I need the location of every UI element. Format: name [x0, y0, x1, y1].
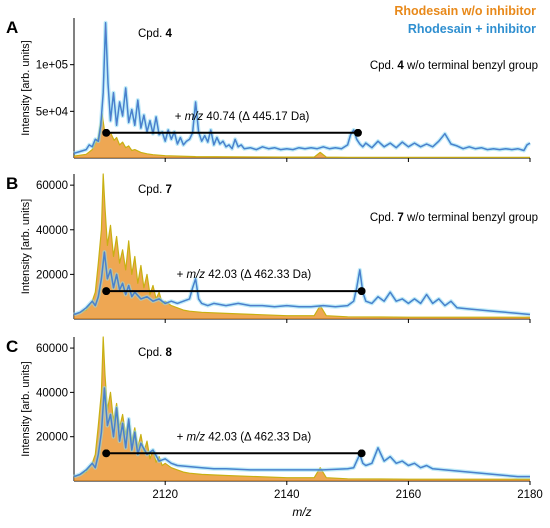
- y-axis-label: Intensity [arb. units]: [20, 361, 32, 456]
- x-axis-label: m/z: [292, 505, 311, 519]
- series-fill: [74, 113, 530, 158]
- y-tick-label: 5e+04: [36, 106, 69, 118]
- series-fill: [74, 174, 530, 319]
- shift-annotation: + m/z 42.03 (Δ 462.33 Da): [177, 431, 312, 443]
- panel-letter: A: [6, 18, 18, 37]
- panel-letter: B: [6, 174, 18, 193]
- x-tick-label: 2180: [517, 489, 543, 501]
- series-line: [73, 173, 530, 318]
- variant-note: Cpd. 4 w/o terminal benzyl group: [370, 60, 538, 72]
- chart-panel-c: 20000 40000 60000 2120 2140 2160 2180 Intensity…: [6, 336, 543, 501]
- legend-label: Rhodesain w/o inhibitor: [394, 4, 536, 18]
- series-core: [73, 251, 531, 315]
- variant-note: Cpd. 7 w/o terminal benzyl group: [370, 212, 538, 224]
- y-tick-label: 60000: [36, 343, 68, 355]
- series-core: [73, 22, 531, 154]
- chart-panel-b: 20000 40000 60000 Intensity [arb. units]B + …: [6, 173, 538, 323]
- y-axis-label: Intensity [arb. units]: [20, 199, 32, 294]
- shift-annotation: + m/z 40.74 (Δ 445.17 Da): [175, 111, 310, 123]
- x-tick-label: 2160: [396, 489, 422, 501]
- legend-label: Rhodesain + inhibitor: [408, 22, 536, 36]
- y-tick-label: 40000: [36, 225, 68, 237]
- chart-panel-a: 5e+04 1e+05 Intensity [arb. units]A + m/z 4…: [6, 18, 538, 162]
- shift-annotation: + m/z 42.03 (Δ 462.33 Da): [177, 269, 312, 281]
- compound-label: Cpd. 7: [138, 184, 172, 196]
- y-tick-label: 1e+05: [36, 60, 68, 72]
- compound-label: Cpd. 4: [138, 28, 173, 40]
- x-tick-label: 2140: [274, 489, 300, 501]
- y-tick-label: 20000: [36, 269, 68, 281]
- y-tick-label: 40000: [36, 387, 68, 399]
- panel-letter: C: [6, 337, 18, 356]
- y-tick-label: 20000: [36, 432, 68, 444]
- y-tick-label: 60000: [36, 180, 68, 192]
- series-core: [73, 387, 530, 477]
- y-axis-label: Intensity [arb. units]: [20, 40, 32, 135]
- compound-label: Cpd. 8: [138, 347, 173, 359]
- series-fill: [74, 337, 530, 481]
- x-tick-label: 2120: [152, 489, 178, 501]
